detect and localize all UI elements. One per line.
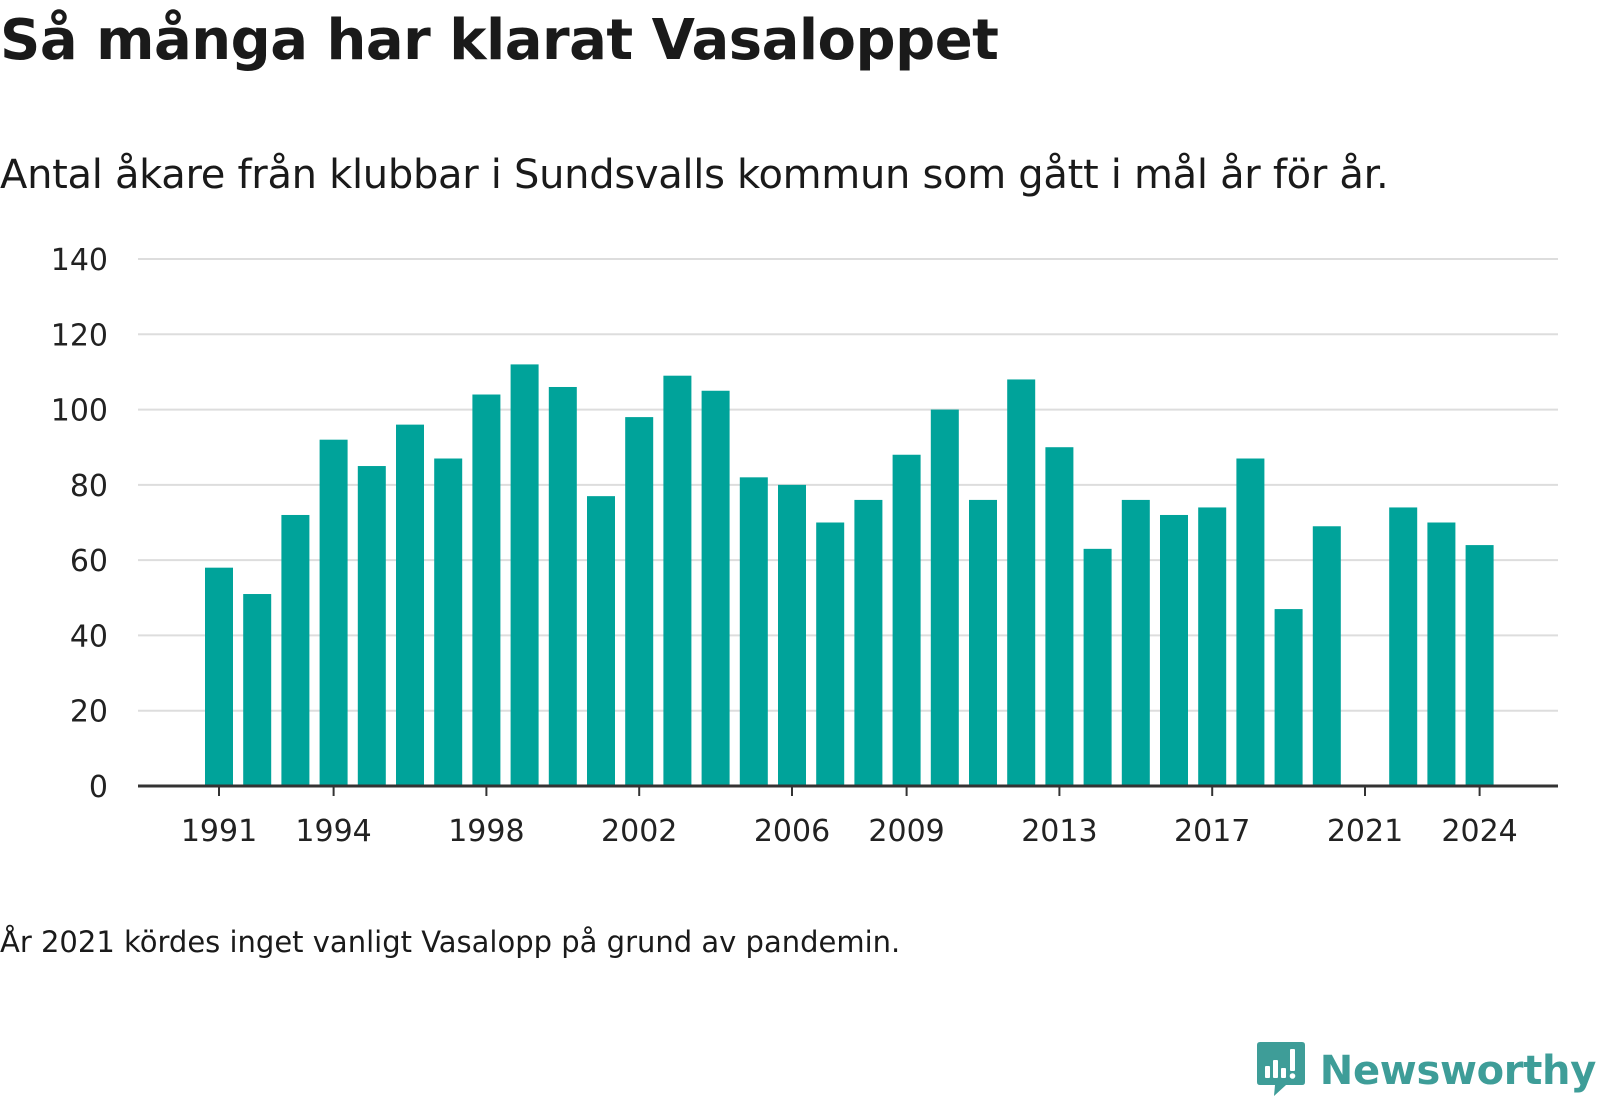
bar-2004 <box>701 390 730 786</box>
y-tick-label: 40 <box>70 619 108 654</box>
bar-2018 <box>1236 458 1265 786</box>
bar-2020 <box>1312 526 1341 786</box>
y-axis-ticks: 0 20 40 60 80 100 120 140 <box>51 243 108 805</box>
x-tick-label: 2017 <box>1174 814 1250 849</box>
x-tick-label: 2021 <box>1327 814 1403 849</box>
bar-1993 <box>281 514 310 786</box>
bar-1996 <box>396 424 424 786</box>
bar-2000 <box>548 386 577 786</box>
x-tick-label: 2009 <box>868 814 944 849</box>
bar-2005 <box>739 477 768 786</box>
bar-chart: 0 20 40 60 80 100 120 140 1991 1994 1998 2002 2006 2… <box>51 243 1558 849</box>
y-tick-label: 0 <box>89 770 108 805</box>
bar-2023 <box>1427 522 1456 786</box>
y-tick-label: 20 <box>70 695 108 730</box>
bar-1992 <box>243 594 272 786</box>
bar-1997 <box>434 458 463 786</box>
brand-name: Newsworthy <box>1319 1048 1597 1094</box>
x-axis-ticks: 1991 1994 1998 2002 2006 2009 2013 2017 2021 2024 <box>181 786 1518 849</box>
bar-2012 <box>1007 379 1036 786</box>
bar-chart-speech-bubble-icon <box>1256 1040 1306 1102</box>
bar-2024 <box>1465 545 1494 786</box>
bar-2019 <box>1274 609 1303 786</box>
bar-2006 <box>778 484 806 786</box>
bar-2003 <box>663 375 692 786</box>
gridlines <box>138 258 1558 712</box>
x-tick-label: 1998 <box>448 814 524 849</box>
bar-1998 <box>472 394 501 786</box>
x-tick-label: 1991 <box>181 814 257 849</box>
y-tick-label: 120 <box>51 318 108 353</box>
newsworthy-logo: Newsworthy <box>1256 1040 1596 1102</box>
bar-2015 <box>1121 499 1150 786</box>
bar-2007 <box>816 522 845 786</box>
y-tick-label: 140 <box>51 243 108 278</box>
bar-1994 <box>319 439 348 786</box>
bar-2017 <box>1198 507 1227 786</box>
y-tick-label: 100 <box>51 394 108 429</box>
y-tick-label: 80 <box>70 469 108 504</box>
bar-2002 <box>625 417 654 786</box>
bar-2008 <box>854 499 883 786</box>
chart-subtitle: Antal åkare från klubbar i Sundsvalls ko… <box>0 152 1389 198</box>
bar-1995 <box>357 466 386 786</box>
bar-1999 <box>510 364 539 786</box>
bar-2022 <box>1389 507 1418 786</box>
x-tick-label: 2002 <box>601 814 677 849</box>
bar-2014 <box>1083 548 1112 786</box>
x-tick-label: 2013 <box>1021 814 1097 849</box>
bars <box>205 364 1494 786</box>
bar-1991 <box>205 567 233 786</box>
bar-2013 <box>1045 447 1074 786</box>
footnote: År 2021 kördes inget vanligt Vasalopp på… <box>0 925 901 959</box>
bar-2016 <box>1160 514 1188 786</box>
x-tick-label: 1994 <box>295 814 371 849</box>
x-tick-label: 2024 <box>1441 814 1517 849</box>
chart-title: Så många har klarat Vasaloppet <box>0 8 999 73</box>
y-tick-label: 60 <box>70 544 108 579</box>
bar-2009 <box>892 454 921 786</box>
bar-2001 <box>587 496 615 786</box>
bar-2011 <box>969 499 997 786</box>
bar-2010 <box>930 409 959 786</box>
x-tick-label: 2006 <box>754 814 830 849</box>
